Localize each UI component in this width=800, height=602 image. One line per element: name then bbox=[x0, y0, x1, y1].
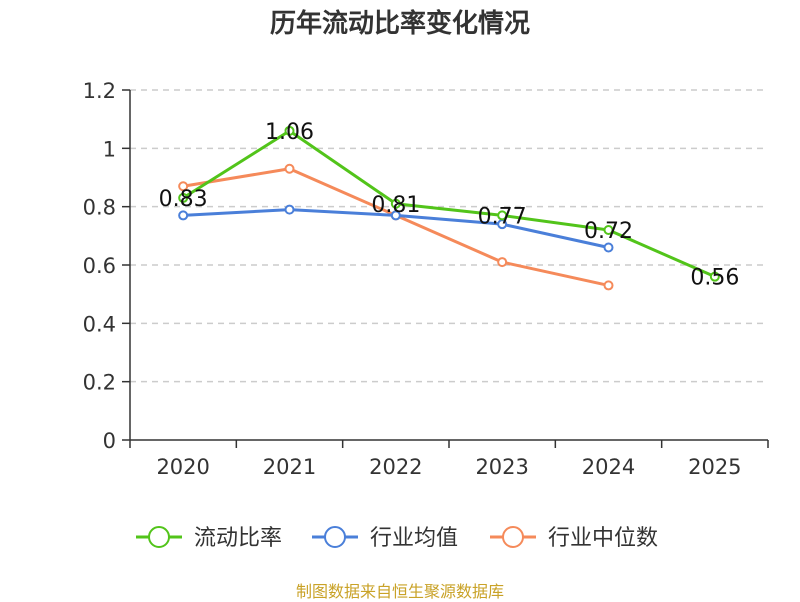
source-note: 制图数据来自恒生聚源数据库 bbox=[295, 582, 504, 601]
x-tick-label: 2025 bbox=[688, 455, 741, 479]
data-point bbox=[603, 242, 614, 253]
chart-title: 历年流动比率变化情况 bbox=[269, 9, 530, 39]
y-tick-label: 0 bbox=[103, 429, 116, 453]
legend-label: 行业均值 bbox=[370, 526, 458, 551]
data-point bbox=[284, 163, 295, 174]
data-point bbox=[178, 181, 189, 192]
data-label: 0.81 bbox=[371, 193, 420, 218]
x-tick-label: 2023 bbox=[475, 455, 528, 479]
data-point bbox=[497, 210, 508, 221]
data-point bbox=[178, 192, 189, 203]
legend-marker bbox=[324, 526, 346, 548]
y-tick-label: 1 bbox=[103, 137, 116, 161]
y-tick-label: 0.2 bbox=[83, 371, 116, 395]
legend: 流动比率 行业均值 行业中位数 bbox=[136, 526, 658, 551]
data-point bbox=[497, 257, 508, 268]
data-label: 0.56 bbox=[690, 266, 739, 291]
data-point bbox=[390, 210, 401, 221]
data-labels: 0.83 1.06 0.81 0.77 0.72 0.56 bbox=[159, 120, 740, 291]
series-line-3 bbox=[182, 167, 609, 287]
data-point bbox=[178, 210, 189, 221]
y-tick-label: 0.4 bbox=[83, 312, 116, 336]
data-label: 0.72 bbox=[584, 219, 633, 244]
data-point bbox=[284, 125, 295, 136]
legend-label: 流动比率 bbox=[194, 526, 282, 551]
x-tick-label: 2020 bbox=[156, 455, 209, 479]
data-point bbox=[603, 280, 614, 291]
y-tick-label: 0.6 bbox=[83, 254, 116, 278]
data-point bbox=[603, 225, 614, 235]
x-tick-label: 2022 bbox=[369, 455, 422, 479]
data-label: 0.83 bbox=[159, 187, 208, 212]
y-tick-label: 1.2 bbox=[83, 79, 116, 103]
y-tick-label: 0.8 bbox=[83, 196, 116, 220]
x-tick-label: 2024 bbox=[582, 455, 635, 479]
data-label: 0.77 bbox=[478, 204, 527, 229]
legend-marker bbox=[502, 526, 524, 548]
data-point bbox=[709, 271, 720, 282]
series-line-1 bbox=[182, 129, 716, 279]
legend-marker bbox=[148, 526, 170, 548]
grid-lines bbox=[130, 89, 768, 383]
data-label: 1.06 bbox=[265, 120, 314, 145]
data-point bbox=[284, 204, 295, 215]
legend-label: 行业中位数 bbox=[548, 526, 658, 551]
data-point bbox=[390, 198, 401, 209]
x-tick-label: 2021 bbox=[263, 455, 316, 479]
series bbox=[178, 125, 720, 291]
